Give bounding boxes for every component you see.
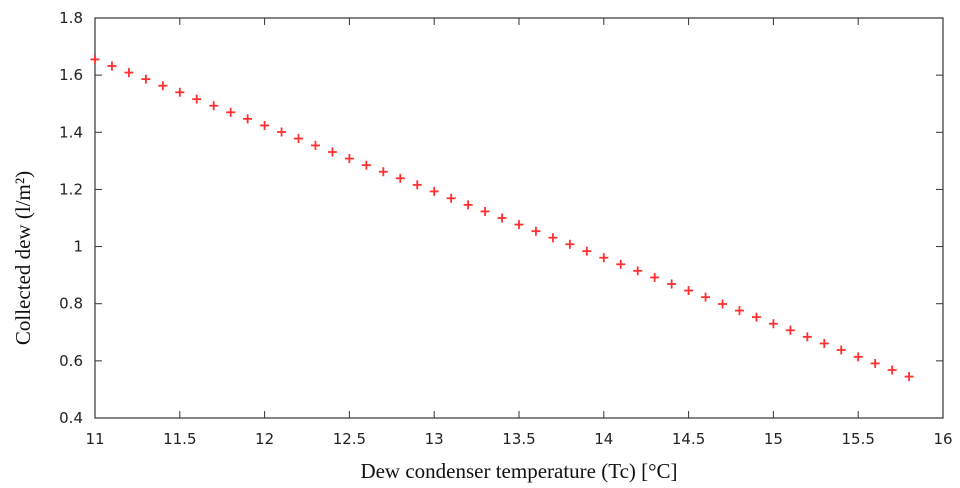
x-tick-label: 14 bbox=[594, 430, 613, 448]
y-tick-label: 1.8 bbox=[59, 9, 83, 27]
x-tick-label: 12 bbox=[255, 430, 274, 448]
data-point bbox=[836, 345, 846, 355]
data-point bbox=[294, 134, 304, 144]
data-point bbox=[463, 200, 473, 210]
axis-tick-labels: 11 11.5 12 12.5 13 13.5 14 14.5 15 15.5 16 0.4 0.6 0.… bbox=[59, 9, 952, 448]
y-tick-label: 0.4 bbox=[59, 409, 83, 427]
data-point bbox=[616, 259, 626, 269]
data-point bbox=[684, 286, 694, 296]
y-tick-label: 1.2 bbox=[59, 180, 83, 198]
x-tick-label: 11.5 bbox=[163, 430, 196, 448]
data-point bbox=[480, 206, 490, 216]
data-point bbox=[870, 358, 880, 368]
data-point bbox=[429, 186, 439, 196]
y-tick-label: 1.4 bbox=[59, 123, 83, 141]
data-point bbox=[192, 94, 202, 104]
data-point bbox=[344, 154, 354, 164]
x-tick-label: 15 bbox=[764, 430, 783, 448]
data-point bbox=[701, 292, 711, 302]
data-point bbox=[768, 319, 778, 329]
x-tick-label: 12.5 bbox=[333, 430, 366, 448]
data-point bbox=[819, 338, 829, 348]
data-point bbox=[718, 299, 728, 309]
data-point bbox=[667, 279, 677, 289]
plot-frame bbox=[94, 17, 944, 419]
data-point bbox=[260, 120, 270, 130]
data-point bbox=[650, 272, 660, 282]
data-point bbox=[599, 253, 609, 263]
data-point bbox=[497, 213, 507, 223]
x-tick-label: 14.5 bbox=[672, 430, 705, 448]
data-point bbox=[124, 68, 134, 78]
data-point bbox=[327, 147, 337, 157]
data-point bbox=[378, 167, 388, 177]
data-point bbox=[734, 306, 744, 316]
x-tick-label: 13 bbox=[425, 430, 444, 448]
y-tick-label: 0.8 bbox=[59, 295, 83, 313]
data-point bbox=[548, 233, 558, 243]
x-axis-title: Dew condenser temperature (Tc) [°C] bbox=[360, 459, 677, 483]
data-point bbox=[158, 81, 168, 91]
data-point bbox=[90, 54, 100, 64]
data-point bbox=[904, 372, 914, 382]
x-tick-label: 15.5 bbox=[841, 430, 874, 448]
x-tick-label: 16 bbox=[933, 430, 952, 448]
data-points bbox=[90, 54, 914, 382]
data-point bbox=[853, 352, 863, 362]
data-point bbox=[633, 266, 643, 276]
axis-ticks bbox=[94, 17, 944, 419]
data-point bbox=[531, 226, 541, 236]
data-point bbox=[395, 173, 405, 183]
y-tick-label: 1 bbox=[73, 238, 83, 256]
data-point bbox=[310, 140, 320, 150]
x-tick-label: 11 bbox=[85, 430, 104, 448]
data-point bbox=[582, 246, 592, 256]
data-point bbox=[887, 365, 897, 375]
data-point bbox=[412, 180, 422, 190]
data-point bbox=[361, 160, 371, 170]
data-point bbox=[107, 61, 117, 71]
data-point bbox=[175, 87, 185, 97]
x-tick-label: 13.5 bbox=[502, 430, 535, 448]
y-axis-title: Collected dew (l/m²) bbox=[11, 171, 35, 345]
data-point bbox=[209, 101, 219, 111]
data-point bbox=[141, 74, 151, 84]
data-point bbox=[277, 127, 287, 137]
data-point bbox=[514, 220, 524, 230]
data-point bbox=[785, 325, 795, 335]
data-point bbox=[446, 193, 456, 203]
data-point bbox=[751, 312, 761, 322]
data-point bbox=[802, 332, 812, 342]
data-point bbox=[243, 114, 253, 124]
data-point bbox=[565, 239, 575, 249]
y-tick-label: 0.6 bbox=[59, 352, 83, 370]
data-point bbox=[226, 107, 236, 117]
y-tick-label: 1.6 bbox=[59, 66, 83, 84]
